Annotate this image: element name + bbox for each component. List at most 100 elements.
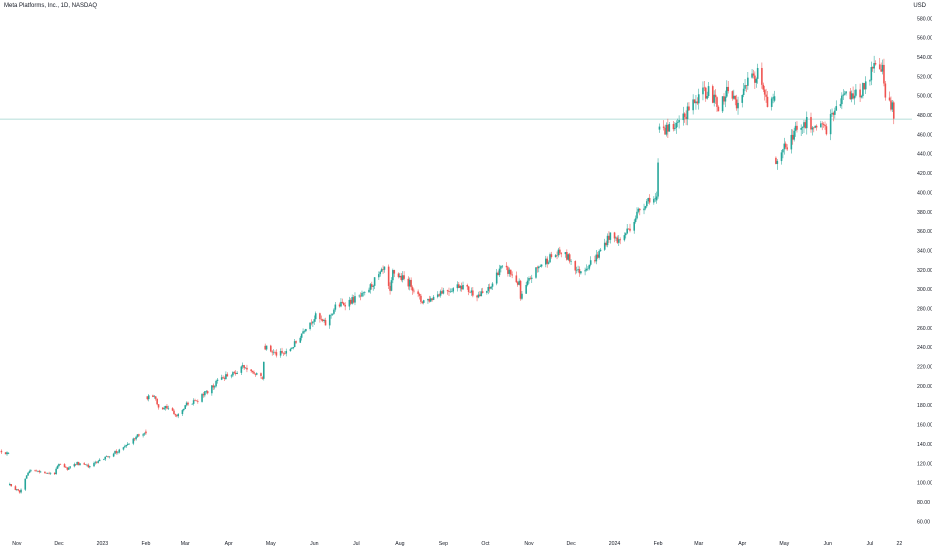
candle[interactable] [191, 403, 194, 405]
candle[interactable] [567, 253, 570, 261]
candle[interactable] [713, 90, 715, 107]
candle[interactable] [233, 370, 236, 375]
candle[interactable] [427, 298, 429, 304]
candle[interactable] [539, 264, 541, 268]
candle[interactable] [153, 394, 156, 399]
candle[interactable] [707, 82, 710, 98]
candle[interactable] [518, 278, 520, 286]
candle[interactable] [786, 144, 788, 152]
candle[interactable] [756, 63, 759, 84]
candle[interactable] [850, 90, 853, 103]
candle[interactable] [269, 344, 272, 353]
candle[interactable] [744, 78, 746, 92]
candle[interactable] [313, 315, 316, 325]
candle[interactable] [654, 193, 657, 202]
candle[interactable] [34, 469, 36, 472]
candle[interactable] [487, 284, 490, 295]
candle[interactable] [236, 371, 238, 375]
candle[interactable] [831, 108, 833, 118]
candle[interactable] [279, 348, 282, 358]
candle[interactable] [476, 294, 478, 302]
candle[interactable] [697, 88, 700, 110]
candle[interactable] [46, 472, 49, 475]
candle[interactable] [436, 291, 439, 299]
candle[interactable] [462, 281, 464, 291]
candle[interactable] [344, 302, 346, 311]
candle[interactable] [291, 346, 293, 350]
candle[interactable] [790, 129, 793, 154]
candle[interactable] [605, 240, 607, 247]
candle[interactable] [432, 294, 435, 301]
candle[interactable] [420, 293, 422, 305]
candle[interactable] [752, 69, 755, 79]
candle[interactable] [845, 90, 847, 96]
candle[interactable] [292, 346, 295, 350]
candle[interactable] [460, 282, 463, 292]
candle[interactable] [282, 352, 285, 357]
candle[interactable] [477, 291, 480, 299]
candle[interactable] [470, 287, 473, 296]
candle[interactable] [446, 289, 449, 295]
candle[interactable] [171, 407, 174, 412]
candle[interactable] [825, 123, 828, 136]
candle[interactable] [820, 120, 822, 128]
candle[interactable] [754, 71, 756, 89]
candle[interactable] [577, 265, 579, 273]
candle[interactable] [745, 84, 748, 93]
candle[interactable] [253, 370, 255, 375]
candle[interactable] [507, 265, 509, 277]
candle[interactable] [181, 409, 184, 417]
candle[interactable] [260, 372, 262, 379]
candle[interactable] [201, 393, 203, 403]
candle[interactable] [737, 96, 739, 115]
candle[interactable] [706, 91, 708, 100]
candle[interactable] [776, 159, 779, 170]
candle[interactable] [98, 458, 101, 462]
candle[interactable] [0, 449, 3, 455]
candle[interactable] [223, 376, 226, 381]
candle[interactable] [79, 463, 81, 466]
candle[interactable] [796, 121, 798, 133]
candle[interactable] [205, 390, 208, 394]
candle[interactable] [442, 287, 445, 295]
candle[interactable] [403, 271, 405, 281]
candle[interactable] [156, 398, 158, 406]
candle[interactable] [665, 122, 668, 137]
candle[interactable] [643, 203, 645, 215]
candle[interactable] [104, 456, 107, 461]
candle[interactable] [274, 350, 276, 355]
candle[interactable] [281, 347, 283, 354]
candle[interactable] [108, 456, 111, 459]
candle[interactable] [302, 328, 304, 334]
candle[interactable] [755, 77, 758, 88]
candle[interactable] [578, 266, 581, 277]
candle[interactable] [490, 286, 492, 290]
candle[interactable] [27, 471, 29, 476]
candle[interactable] [717, 105, 720, 112]
candle[interactable] [10, 483, 13, 487]
candle[interactable] [829, 109, 832, 141]
candle[interactable] [138, 433, 140, 438]
candle[interactable] [400, 273, 403, 282]
candle[interactable] [505, 262, 508, 271]
candle[interactable] [467, 285, 470, 296]
candle[interactable] [815, 124, 818, 131]
candle[interactable] [835, 100, 838, 111]
candle[interactable] [14, 485, 17, 491]
candle[interactable] [617, 235, 620, 246]
candle[interactable] [603, 238, 606, 251]
candle[interactable] [580, 271, 582, 275]
candle[interactable] [429, 296, 432, 303]
candle[interactable] [801, 126, 804, 134]
candle[interactable] [390, 277, 393, 292]
candle[interactable] [869, 79, 871, 86]
candle[interactable] [163, 406, 165, 411]
candle[interactable] [733, 89, 735, 100]
candle[interactable] [37, 470, 39, 473]
candle[interactable] [540, 264, 543, 268]
candle[interactable] [832, 111, 835, 122]
candle[interactable] [351, 294, 353, 305]
candle[interactable] [192, 398, 195, 406]
candle[interactable] [871, 66, 874, 72]
candle[interactable] [449, 288, 452, 293]
